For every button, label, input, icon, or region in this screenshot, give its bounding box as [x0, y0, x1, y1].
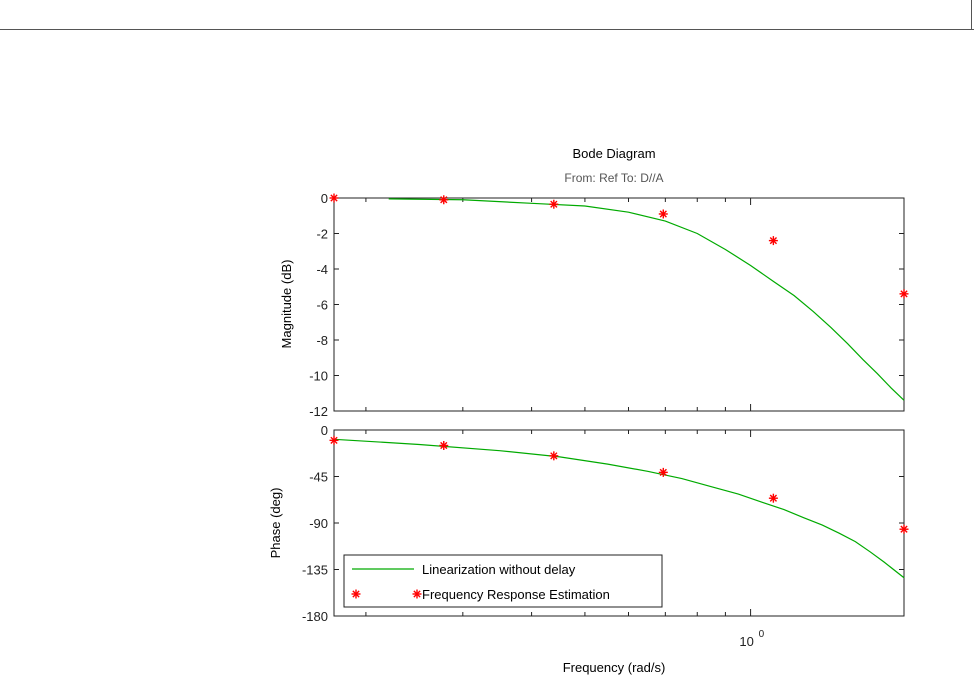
y-tick-label: -90 — [309, 516, 328, 531]
series-layer — [329, 193, 909, 579]
data-marker — [439, 195, 449, 205]
legend-marker-sample — [351, 589, 361, 599]
y-tick-label: 0 — [321, 191, 328, 206]
data-marker — [549, 199, 559, 209]
data-marker — [351, 589, 361, 599]
data-marker — [329, 193, 339, 203]
chart-subtitle: From: Ref To: D//A — [564, 171, 663, 185]
marker-stroke — [900, 290, 908, 298]
y-tick-label: -8 — [316, 333, 328, 348]
data-marker — [439, 441, 449, 450]
magnitude-ylabel: Magnitude (dB) — [279, 260, 294, 349]
data-marker — [899, 524, 909, 534]
data-marker — [899, 289, 909, 299]
phase-ylabel: Phase (deg) — [268, 488, 283, 559]
legend-entry-linearization: Linearization without delay — [422, 562, 576, 577]
marker-stroke — [330, 436, 338, 444]
y-tick-label: -45 — [309, 470, 328, 485]
marker-stroke — [440, 441, 448, 450]
legend-entry-estimation: Frequency Response Estimation — [422, 587, 610, 602]
marker-stroke — [900, 525, 908, 533]
marker-stroke — [659, 468, 667, 477]
window-top-bar-edge — [971, 0, 972, 30]
y-tick-label: -6 — [316, 298, 328, 313]
x-tick-label-base: 10 — [739, 634, 753, 649]
y-tick-label: -12 — [309, 404, 328, 419]
legend-marker-sample — [412, 589, 422, 599]
y-tick-label: 0 — [321, 423, 328, 438]
x-tick-label-exponent: 0 — [759, 629, 765, 640]
chart-title: Bode Diagram — [572, 146, 655, 161]
legend: Linearization without delay Frequency Re… — [343, 554, 663, 608]
x-axis-label: Frequency (rad/s) — [563, 660, 666, 675]
legend-box — [343, 554, 663, 608]
y-tick-label: -2 — [316, 227, 328, 242]
marker-stroke — [550, 200, 558, 208]
marker-stroke — [440, 196, 448, 204]
data-marker — [658, 209, 668, 219]
marker-stroke — [769, 236, 778, 245]
y-tick-label: -135 — [302, 563, 328, 578]
marker-stroke — [769, 494, 778, 502]
data-marker — [412, 589, 422, 599]
marker-stroke — [413, 590, 421, 598]
y-tick-label: -10 — [309, 369, 328, 384]
marker-stroke — [330, 194, 338, 202]
marker-stroke — [352, 590, 360, 598]
data-marker — [768, 493, 778, 503]
magnitude-panel: Magnitude (dB) 0 -2 -4 -6 -8 -10 -12 — [279, 191, 905, 419]
data-marker — [329, 435, 339, 445]
y-tick-label: -180 — [302, 609, 328, 624]
x-ticks: 10 0 — [365, 198, 765, 649]
marker-stroke — [659, 210, 667, 218]
magnitude-plot-area — [333, 197, 905, 412]
data-marker — [768, 236, 778, 246]
series-line — [388, 198, 905, 401]
marker-stroke — [550, 452, 558, 460]
data-marker — [549, 451, 559, 461]
window-top-bar — [0, 0, 974, 30]
y-tick-label: -4 — [316, 262, 328, 277]
data-marker — [658, 467, 668, 477]
